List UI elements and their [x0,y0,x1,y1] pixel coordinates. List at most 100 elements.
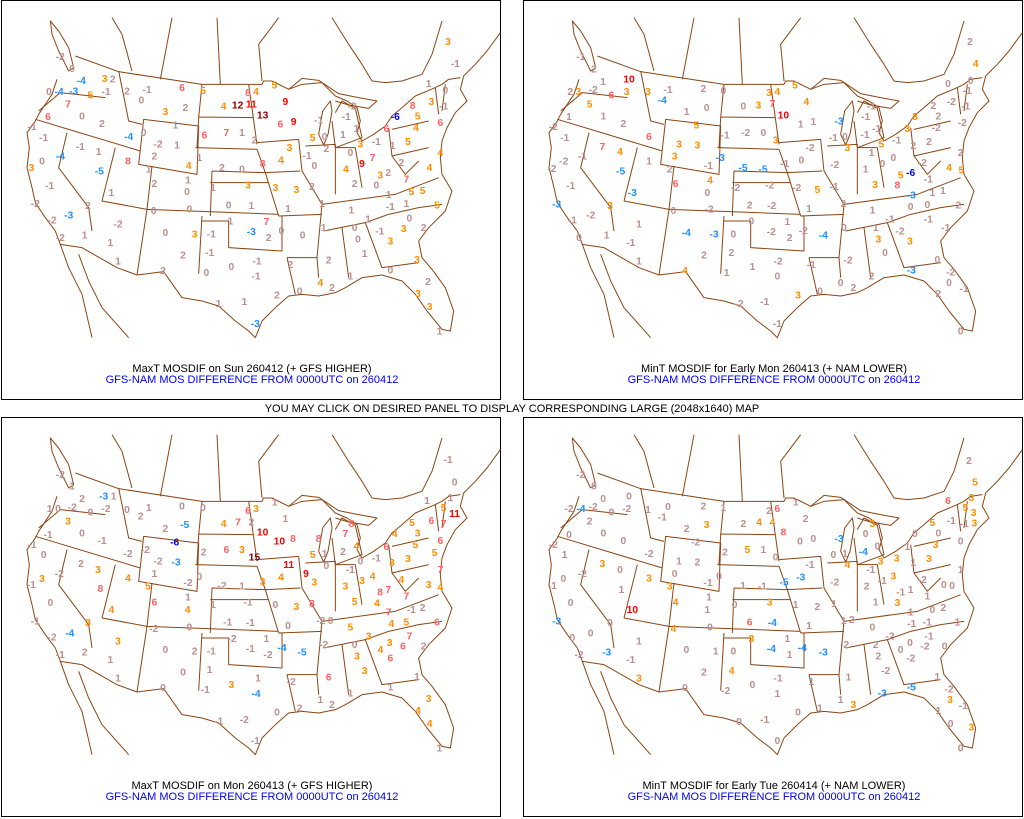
station-value: -3 [709,230,718,241]
station-value: 0 [946,278,952,289]
station-value: 4 [185,605,191,616]
station-value: 3 [260,577,266,588]
station-value: 2 [287,260,293,271]
station-value: -2 [113,220,122,231]
station-value: 2 [421,642,427,653]
station-value: -4 [682,228,691,239]
station-value: -3 [171,558,180,569]
station-value: 4 [398,575,404,586]
station-value: -1 [626,655,635,666]
station-value: -1 [252,257,261,268]
station-value: 0 [560,574,566,585]
station-value: 1 [285,204,291,215]
station-value: 8 [316,534,322,545]
station-value: 0 [774,736,780,747]
station-value: -5 [738,163,747,174]
station-value: 3 [968,493,974,504]
panel-mint-tue[interactable]: -2 0 0 0 -2 -4 -2 0 -2 2 0 0 -2 1 0 -2 3 0 -2 0 -1 1 3 0 10 -3 0 0 0… [523,417,1023,817]
station-value: -1 [45,181,54,192]
station-value: 3 [795,291,801,302]
station-value: -1 [451,59,460,70]
station-value: 3 [694,141,700,152]
station-value: 1 [645,505,651,516]
station-value: -1 [924,632,933,643]
station-value: 0 [617,565,623,576]
station-value: -4 [124,132,133,143]
station-value: 3 [875,235,881,246]
station-value: 2 [910,141,916,152]
panel-mint-mon[interactable]: -1 2 1 10 2 3 -2 6 3 5 1 1 -2 -1 2 6 7 4 -1 -2 -2 -5 1 -1 -3 -3 -2… [523,0,1023,400]
station-value: 0 [795,708,801,719]
station-value: 2 [873,640,879,651]
station-value: -1 [658,513,667,524]
station-value: 6 [277,120,283,131]
panel-maxt-mon[interactable]: -2 1 2 -3 1 1 0 -2 0 -2 3 -1 0 -1 0 -1 -2 -2 2 3 -2 3 -1 8 4 0 4 -1… [1,417,501,817]
station-value: 5 [145,582,151,593]
station-value: 4 [774,87,780,98]
station-value: 1 [910,558,916,569]
station-value: 7 [769,99,775,110]
station-value: -2 [217,581,226,592]
station-value: -2 [906,654,915,665]
station-value: 0 [732,600,738,611]
station-value: 0 [934,255,940,266]
station-value: 2 [79,494,85,505]
station-value: 2 [700,502,706,513]
station-value: -2 [792,183,801,194]
station-value: -1 [548,581,557,592]
station-value: 4 [707,176,713,187]
station-value: 0 [180,668,186,679]
station-value: -3 [64,211,73,222]
station-value: 0 [842,132,848,143]
station-value: 8 [125,157,131,168]
station-value: -3 [602,648,611,659]
station-value: 0 [720,86,726,97]
station-value: -2 [547,164,556,175]
panel-maxt-sun[interactable]: -2 0 -4 3 2 0 -4 -3 5 -1 7 6 0 -1 -1 2 -4 0 -1 1 -4 0 3 -5 8 -1 1-… [1,0,501,400]
station-value: -1 [704,161,713,172]
station-value: 10 [778,111,790,122]
station-value: 7 [599,142,605,153]
station-value: 2 [151,152,157,163]
station-value: 6 [945,496,951,507]
station-value: -5 [616,167,625,178]
station-value: 2 [78,559,84,570]
station-value: -1 [101,87,110,98]
station-value: 0 [162,645,168,656]
station-value: 0 [682,683,688,694]
station-value: 3 [85,618,91,629]
station-value: -2 [227,634,236,645]
station-value: -3 [552,200,561,211]
station-value: 2 [323,144,329,155]
station-value: 3 [401,224,407,235]
station-value: 11 [283,560,294,571]
station-value: 1 [793,498,799,509]
station-value: -2 [932,123,941,134]
station-value: 0 [907,638,913,649]
station-value: 1 [636,220,642,231]
station-value: 0 [736,717,742,728]
station-value: 3 [115,637,121,648]
station-value: 2 [82,648,88,659]
station-value: 1 [684,107,690,118]
station-value: 0 [179,502,185,513]
station-value: -2 [240,715,249,726]
station-value: 2 [840,199,846,210]
map-maxt-mon: -212 -3 11 0 -2 0 -23-1 0-10-1-2 -223-23-1 8404-1… [26,434,501,756]
station-value: -2 [55,569,64,580]
station-value: 0 [797,537,803,548]
panel-title: MinT MOSDIF for Early Tue 260414 (+ NAM … [642,780,906,792]
station-value: 1 [793,600,799,611]
station-value: 0 [239,165,245,176]
station-value: 2 [151,179,157,190]
station-value: 0 [272,600,278,611]
station-value: 2 [329,283,335,294]
station-value: 0 [160,683,166,694]
station-value: 5 [929,518,935,529]
station-value: 5 [878,140,884,151]
station-value: 8 [245,88,251,99]
station-value: 2 [201,548,207,559]
panel-title: MaxT MOSDIF on Mon 260413 (+ GFS HIGHER) [131,780,373,792]
station-value: 0 [730,647,736,658]
station-value: 1 [954,618,960,629]
